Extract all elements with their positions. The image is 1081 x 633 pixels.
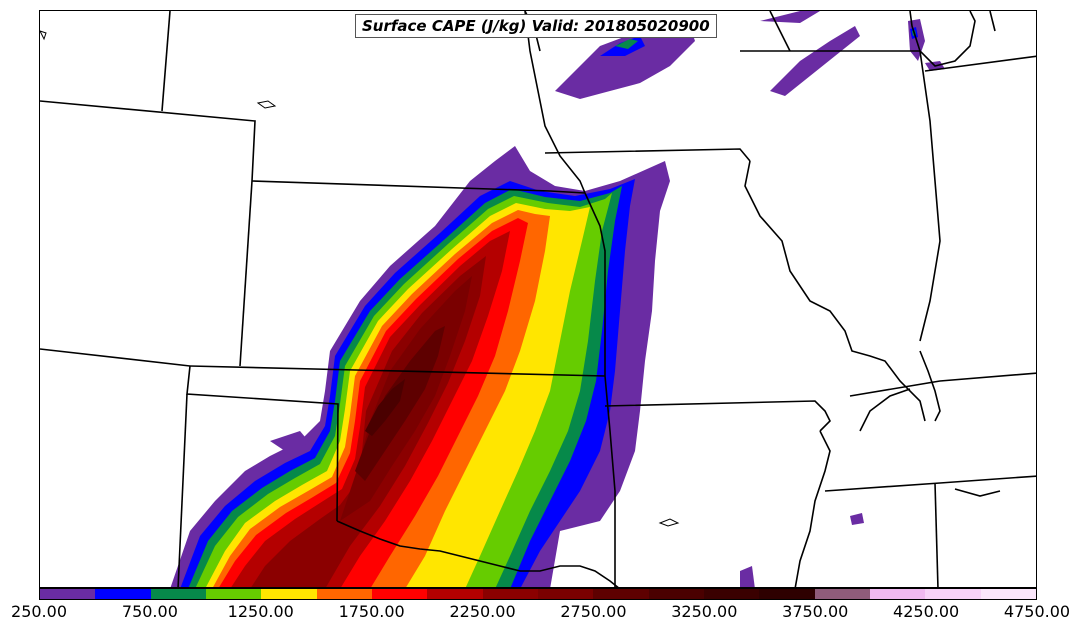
border-ky-tn [859,388,911,432]
border-co-ne [40,100,256,182]
border-wi-mi [769,11,791,52]
border-ar-ms-river [794,430,831,587]
colorbar-segment [980,589,1036,599]
colorbar-segment [371,589,428,599]
border-ks-mo [584,192,606,376]
cape-patch-nw-tx [270,431,310,451]
border-ia-il [744,160,926,422]
cape-contour-3500 [365,379,405,436]
cape-patch-ar [740,566,755,587]
colorbar-tick-label: 250.00 [11,602,67,621]
lake-1 [256,100,277,109]
border-mo-ar [604,400,831,432]
border-ky-river [919,350,941,422]
border-al [954,488,1001,497]
colorbar-tick-label: 2750.00 [560,602,627,621]
colorbar-segment [759,589,815,599]
border-mi [989,11,996,32]
border-nm-tx [177,393,188,587]
cape-patch-ne-top [760,11,820,23]
border-nm-co [40,348,191,367]
cape-patch-ms [850,513,864,525]
border-ok-tx [336,520,619,587]
cape-contours [170,11,945,587]
colorbar-segment [537,589,594,599]
border-in-oh [924,55,1036,72]
border-il-in [919,50,941,342]
colorbar-tick-label: 1250.00 [227,602,294,621]
border-wy-sd [161,11,171,112]
colorbar [39,588,1037,600]
border-ok-ar [604,375,616,587]
lake-3 [40,30,47,41]
colorbar-segment [427,589,483,599]
colorbar-tick-label: 1750.00 [338,602,405,621]
border-ks-ok [189,365,606,377]
colorbar-segment [648,589,704,599]
lakes [40,30,680,527]
map-title: Surface CAPE (J/kg) Valid: 201805020900 [355,14,717,38]
colorbar-tick-label: 3750.00 [782,602,849,621]
colorbar-segment [869,589,926,599]
colorbar-segment [40,589,96,599]
colorbar-segment [205,589,262,599]
cape-patch-north-green [615,39,638,49]
border-ne-ks [251,180,586,194]
lake-2 [658,518,680,527]
colorbar-tick-label: 4750.00 [1003,602,1071,621]
colorbar-tick-label: 4250.00 [893,602,960,621]
state-boundaries [40,11,1036,587]
colorbar-labels: 250.00 750.00 1250.00 1750.00 2250.00 2750.00… [0,600,1081,626]
cape-patch-ne [770,26,860,96]
colorbar-segment [593,589,649,599]
border-ok-panhandle [186,365,339,522]
colorbar-segment [261,589,317,599]
colorbar-tick-label: 3250.00 [671,602,738,621]
border-ne-ia [524,11,586,194]
colorbar-segment [482,589,538,599]
cape-patch-north [555,26,695,99]
map-panel [39,10,1037,588]
border-mo-ky-tn [849,372,1036,397]
border-tn-ms [824,475,1036,492]
colorbar-segment [95,589,151,599]
border-lake-michigan [909,11,976,67]
colorbar-segment [703,589,760,599]
border-ms-al [934,482,939,587]
cape-contour-3250 [355,326,445,481]
border-co-ks [239,180,253,367]
border-ia-mo [544,148,751,162]
colorbar-segment [316,589,372,599]
colorbar-segment [814,589,870,599]
cape-map [40,11,1036,587]
colorbar-segment [925,589,981,599]
colorbar-tick-label: 2250.00 [449,602,516,621]
colorbar-tick-label: 750.00 [121,602,178,621]
colorbar-segment [150,589,206,599]
